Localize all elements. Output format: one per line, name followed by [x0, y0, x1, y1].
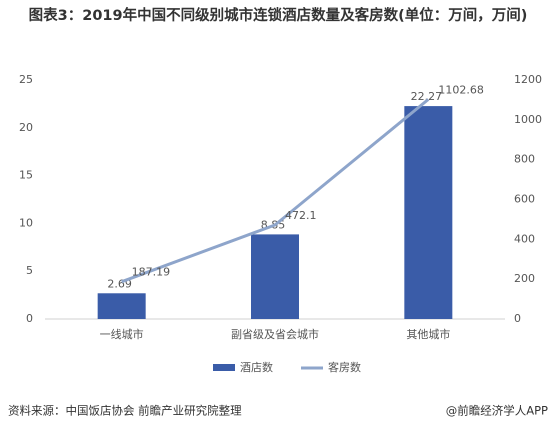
bar	[251, 234, 299, 319]
bar	[97, 293, 146, 319]
bar	[404, 106, 453, 319]
legend-swatch	[213, 364, 235, 371]
line-value-label: 472.1	[285, 209, 317, 222]
y2-tick-label: 600	[514, 193, 535, 206]
line	[121, 98, 430, 284]
y2-tick-label: 0	[514, 312, 521, 325]
y-tick-label: 10	[19, 216, 33, 229]
line-value-label: 187.19	[132, 266, 171, 279]
y2-tick-label: 400	[514, 232, 535, 245]
source: 资料来源：中国饭店协会 前瞻产业研究院整理	[8, 404, 242, 418]
y2-tick-label: 800	[514, 153, 535, 166]
y2-tick-label: 200	[514, 272, 535, 285]
bar-value-label: 22.27	[411, 90, 443, 103]
y-tick-label: 0	[26, 312, 33, 325]
x-tick-label: 一线城市	[100, 327, 144, 341]
x-tick-label: 其他城市	[406, 327, 450, 341]
y-tick-label: 15	[19, 169, 33, 182]
chart-title: 图表3：2019年中国不同级别城市连锁酒店数量及客房数(单位：万间，万间)	[28, 8, 528, 24]
credit: @前瞻经济学人APP	[446, 404, 548, 418]
legend-label: 酒店数	[240, 360, 273, 374]
y2-tick-label: 1000	[514, 113, 542, 126]
x-tick-label: 副省级及省会城市	[231, 327, 319, 341]
line-value-label: 1102.68	[438, 83, 484, 96]
legend-label: 客房数	[328, 360, 361, 374]
y-tick-label: 5	[26, 264, 33, 277]
y-tick-label: 25	[19, 73, 33, 86]
y2-tick-label: 1200	[514, 73, 542, 86]
y-tick-label: 20	[19, 121, 33, 134]
